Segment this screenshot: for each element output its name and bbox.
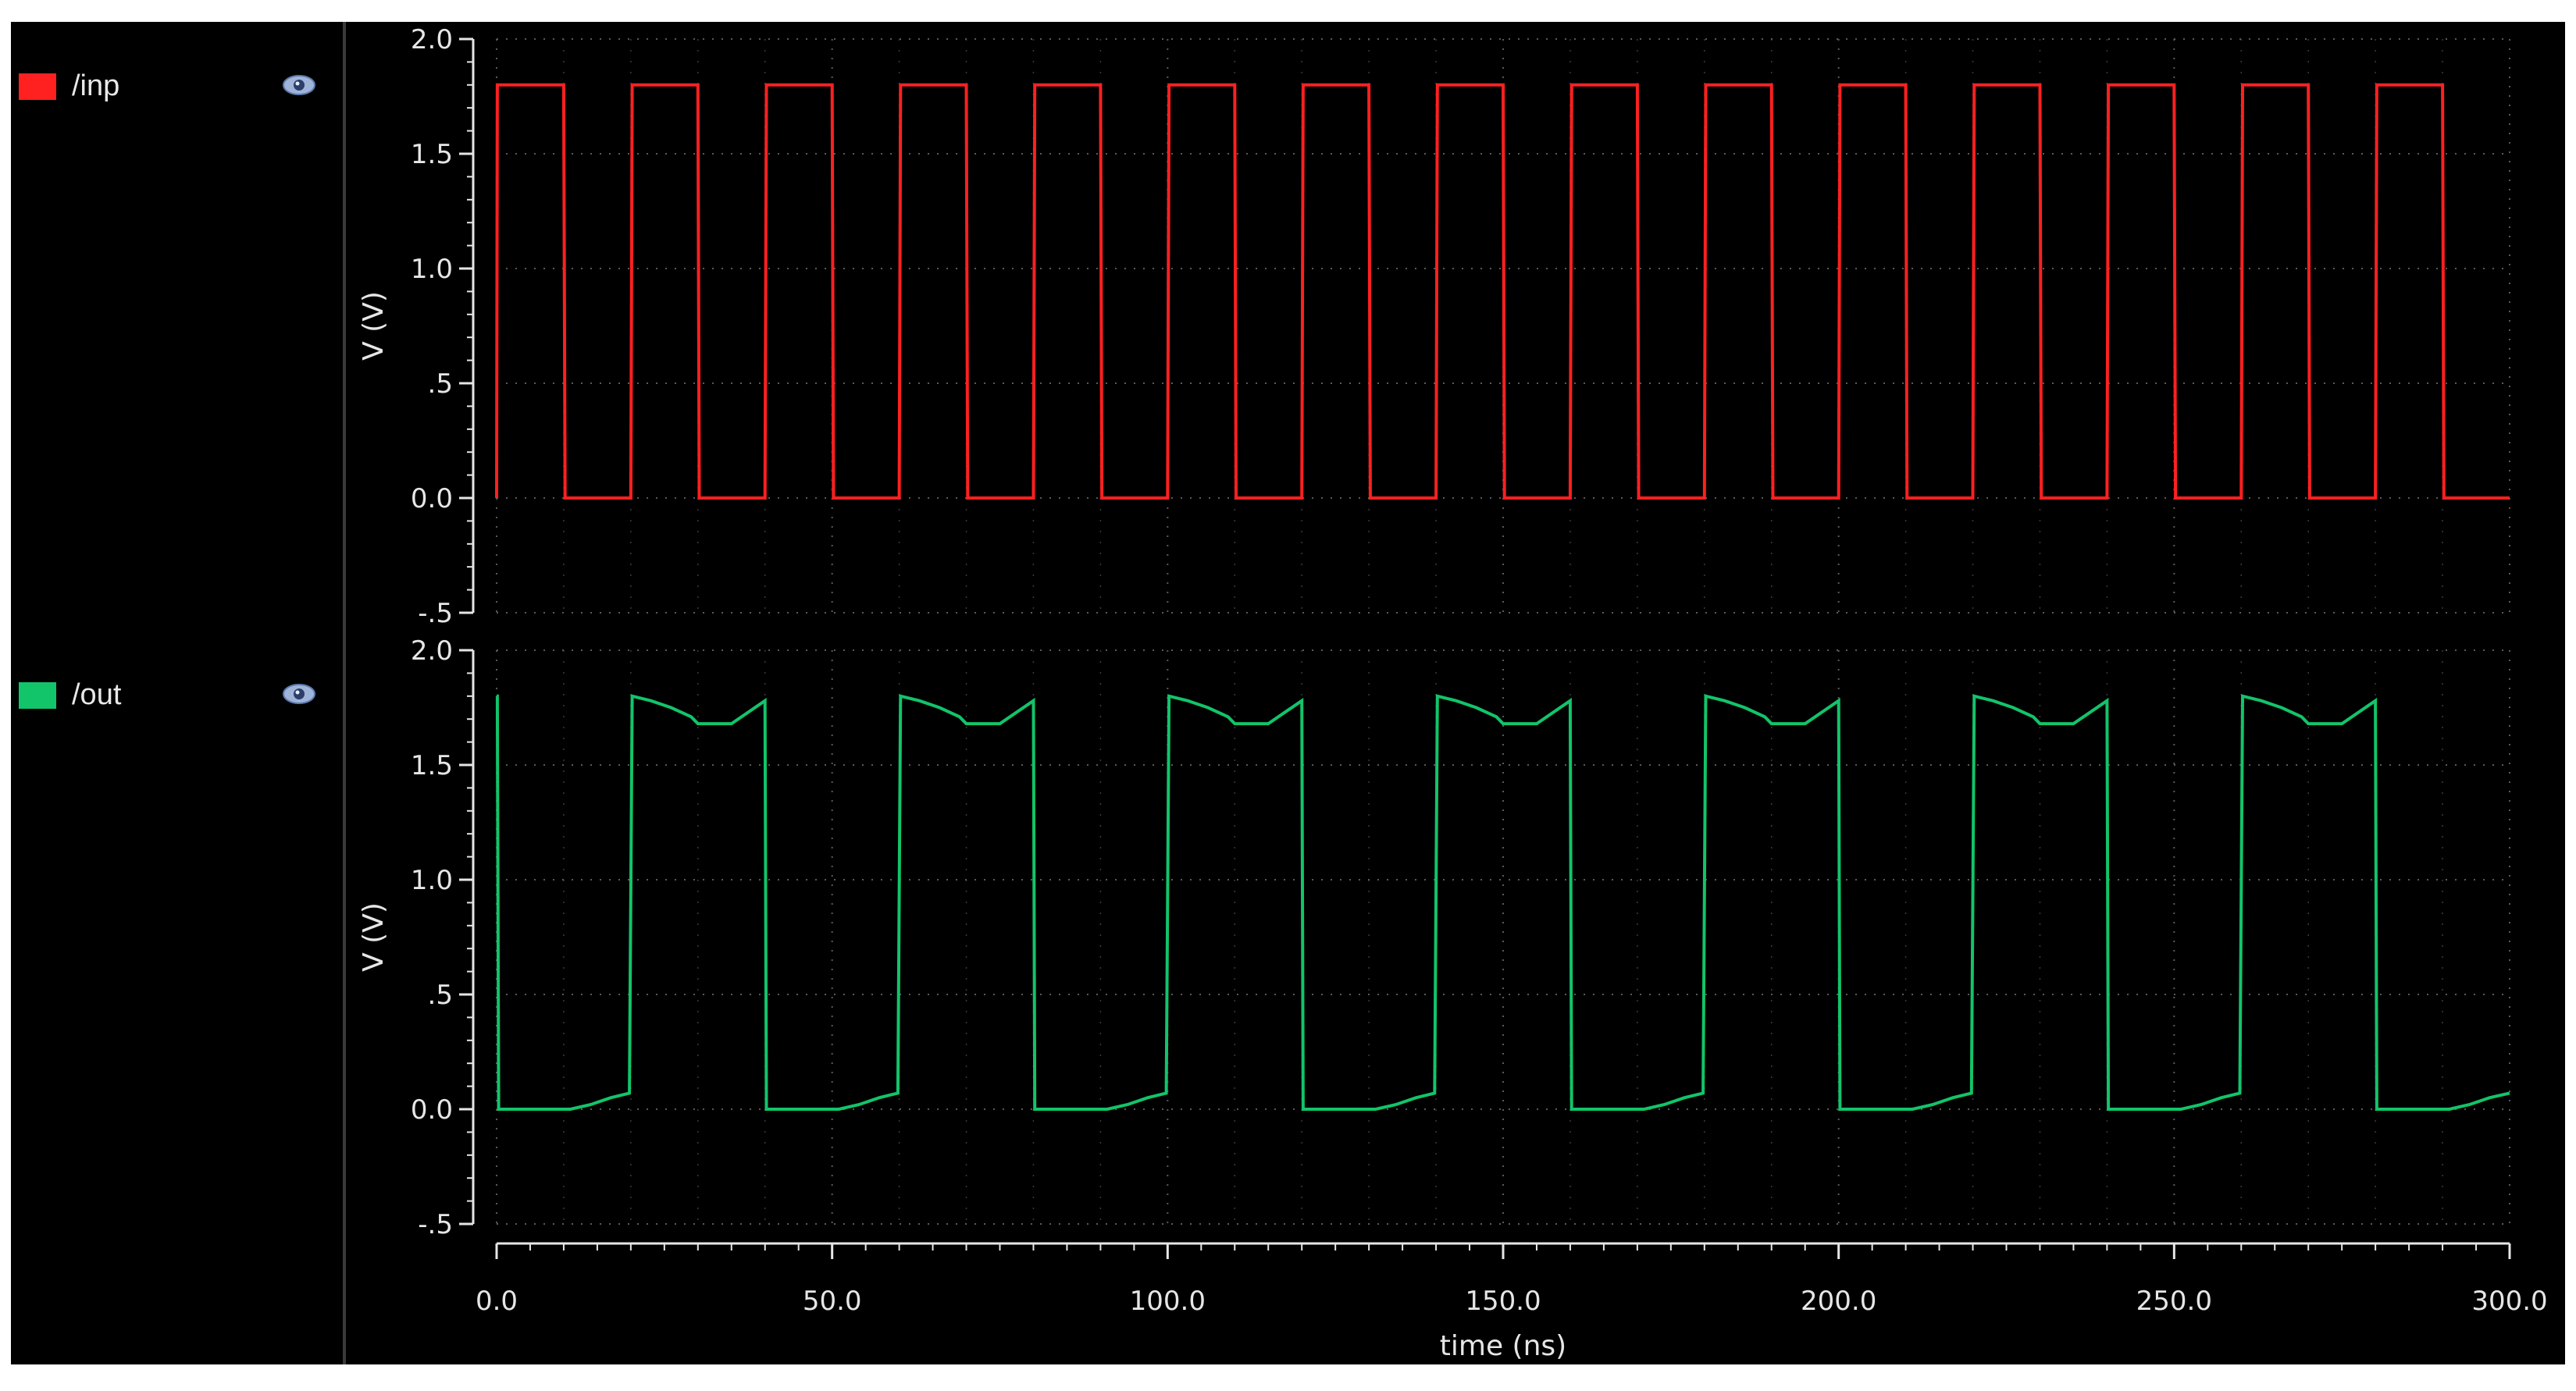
x-tick-label: 150.0 xyxy=(1465,1286,1541,1317)
legend-item-inp[interactable]: /inp xyxy=(16,67,328,105)
signal-legend-pane: /inp /out xyxy=(11,22,343,1364)
waveform-viewer: /inp /out -.5 0.0 .5 1.0 1.5 2.0 V (V) -.5 0.0.… xyxy=(11,22,2565,1364)
waveform-panel-out: -.5 0.0 .5 1.0 1.5 2.0 V (V) xyxy=(358,635,2510,1240)
y-tick-label: 2.0 xyxy=(411,635,453,667)
series-line-out xyxy=(495,694,2510,1111)
y-tick-label: 1.5 xyxy=(411,139,453,170)
waveform-panel-inp: -.5 0.0 .5 1.0 1.5 2.0 V (V) xyxy=(358,24,2510,629)
legend-item-out[interactable]: /out xyxy=(16,676,328,713)
y-tick-label: .5 xyxy=(428,368,453,400)
y-tick-label: 0.0 xyxy=(411,483,453,514)
x-tick-label: 100.0 xyxy=(1130,1286,1206,1317)
y-tick-label: -.5 xyxy=(418,598,453,629)
time-axis: 0.0 50.0 100.0 150.0 200.0 250.0 300.0 time (ns… xyxy=(476,1242,2548,1362)
y-tick-label: -.5 xyxy=(418,1209,453,1240)
x-tick-label: 250.0 xyxy=(2136,1286,2212,1317)
x-tick-label: 200.0 xyxy=(1801,1286,1876,1317)
x-tick-label: 0.0 xyxy=(476,1286,518,1317)
eye-icon[interactable] xyxy=(281,681,317,707)
y-tick-label: .5 xyxy=(428,980,453,1011)
y-tick-label: 2.0 xyxy=(411,24,453,55)
eye-icon[interactable] xyxy=(281,72,317,98)
x-axis-label: time (ns) xyxy=(1440,1330,1566,1362)
y-tick-label: 1.0 xyxy=(411,254,453,285)
legend-swatch-inp xyxy=(19,73,56,100)
x-tick-label: 300.0 xyxy=(2471,1286,2547,1317)
y-axis-label: V (V) xyxy=(358,291,390,361)
y-axis-label: V (V) xyxy=(358,902,390,972)
legend-label-out: /out xyxy=(72,678,122,711)
series-line-inp xyxy=(495,83,2510,500)
y-tick-label: 0.0 xyxy=(411,1094,453,1126)
y-tick-label: 1.0 xyxy=(411,865,453,896)
y-tick-label: 1.5 xyxy=(411,750,453,781)
x-tick-label: 50.0 xyxy=(803,1286,862,1317)
waveform-plot: -.5 0.0 .5 1.0 1.5 2.0 V (V) -.5 0.0 .5 1.0 1.5 2.0… xyxy=(358,24,2548,1362)
legend-label-inp: /inp xyxy=(72,69,120,102)
legend-swatch-out xyxy=(19,682,56,709)
pane-divider[interactable] xyxy=(343,22,346,1364)
